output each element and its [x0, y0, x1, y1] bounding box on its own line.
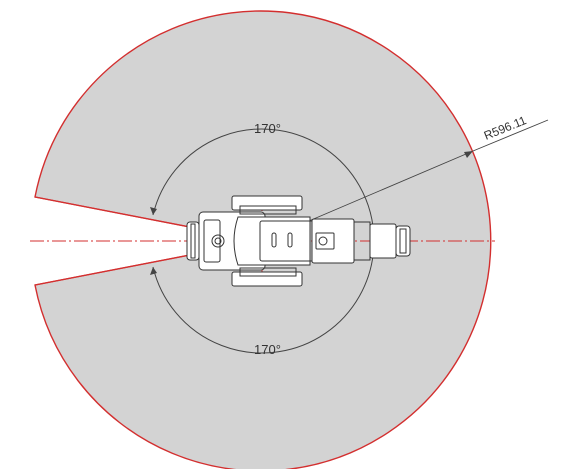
robot-top-view	[186, 195, 411, 287]
arc-arrowhead-bottom	[150, 267, 157, 275]
radius-leader-line	[472, 119, 549, 152]
robot-end-flange	[395, 225, 411, 257]
robot-arm-2	[311, 218, 355, 264]
angle-label-top: 170°	[254, 121, 281, 136]
radius-arrowhead	[464, 151, 473, 158]
robot-control-box	[315, 232, 335, 250]
robot-base-flange	[186, 221, 200, 261]
radius-label: R596.11	[482, 113, 529, 143]
arc-arrowhead-top	[150, 207, 157, 215]
robot-base-joint	[211, 234, 225, 248]
angle-label-bottom: 170°	[254, 342, 281, 357]
